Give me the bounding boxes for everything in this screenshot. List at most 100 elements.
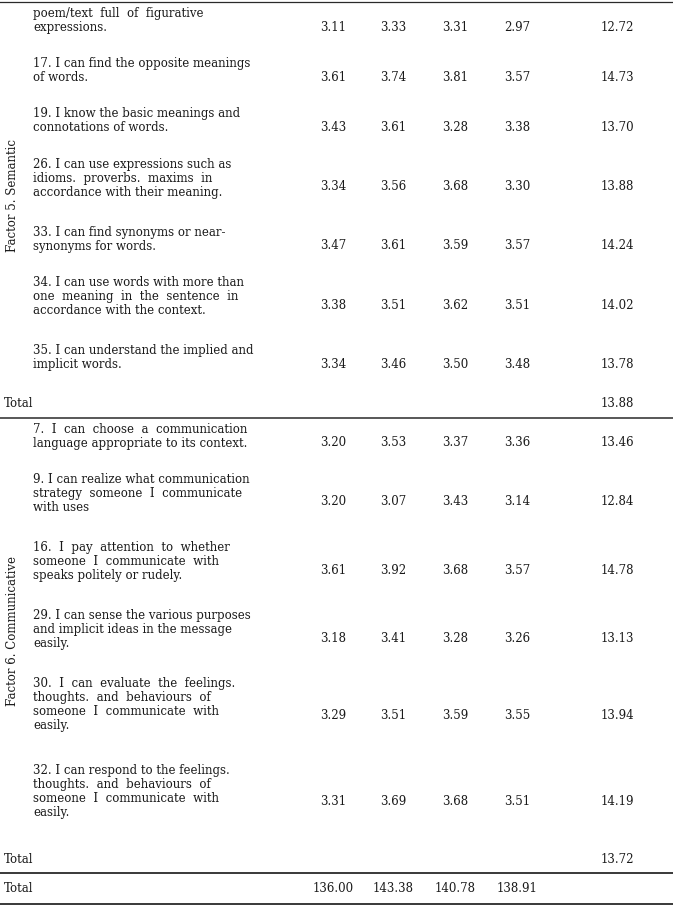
Text: 34. I can use words with more than: 34. I can use words with more than [33, 276, 244, 289]
Text: 3.62: 3.62 [442, 299, 468, 311]
Text: 3.57: 3.57 [504, 71, 530, 84]
Text: 32. I can respond to the feelings.: 32. I can respond to the feelings. [33, 764, 229, 776]
Text: expressions.: expressions. [33, 21, 107, 34]
Text: Total: Total [4, 853, 34, 865]
Text: 3.50: 3.50 [442, 358, 468, 370]
Text: 3.20: 3.20 [320, 436, 346, 449]
Text: someone  I  communicate  with: someone I communicate with [33, 706, 219, 718]
Text: 3.37: 3.37 [442, 436, 468, 449]
Text: 3.43: 3.43 [320, 121, 346, 134]
Text: of words.: of words. [33, 71, 88, 84]
Text: 3.29: 3.29 [320, 709, 346, 722]
Text: 143.38: 143.38 [372, 882, 413, 895]
Text: someone  I  communicate  with: someone I communicate with [33, 792, 219, 804]
Text: 3.38: 3.38 [504, 121, 530, 134]
Text: 3.59: 3.59 [442, 240, 468, 252]
Text: thoughts.  and  behaviours  of: thoughts. and behaviours of [33, 692, 211, 705]
Text: 3.61: 3.61 [380, 240, 406, 252]
Text: 30.  I  can  evaluate  the  feelings.: 30. I can evaluate the feelings. [33, 677, 236, 690]
Text: and implicit ideas in the message: and implicit ideas in the message [33, 623, 232, 637]
Text: 14.19: 14.19 [600, 795, 634, 808]
Text: 3.81: 3.81 [442, 71, 468, 84]
Text: 3.61: 3.61 [320, 564, 346, 577]
Text: 3.56: 3.56 [380, 180, 406, 193]
Text: 13.70: 13.70 [600, 121, 634, 134]
Text: 3.57: 3.57 [504, 564, 530, 577]
Text: 13.46: 13.46 [600, 436, 634, 449]
Text: connotations of words.: connotations of words. [33, 122, 168, 134]
Text: 3.18: 3.18 [320, 632, 346, 645]
Text: accordance with the context.: accordance with the context. [33, 304, 206, 317]
Text: 3.26: 3.26 [504, 632, 530, 645]
Text: 13.88: 13.88 [600, 180, 634, 193]
Text: 29. I can sense the various purposes: 29. I can sense the various purposes [33, 609, 251, 622]
Text: 3.57: 3.57 [504, 240, 530, 252]
Text: someone  I  communicate  with: someone I communicate with [33, 555, 219, 568]
Text: 12.72: 12.72 [600, 21, 634, 34]
Text: 3.51: 3.51 [380, 299, 406, 311]
Text: 35. I can understand the implied and: 35. I can understand the implied and [33, 344, 254, 357]
Text: 3.20: 3.20 [320, 496, 346, 508]
Text: 13.94: 13.94 [600, 709, 634, 722]
Text: 14.02: 14.02 [600, 299, 634, 311]
Text: one  meaning  in  the  sentence  in: one meaning in the sentence in [33, 290, 238, 303]
Text: Total: Total [4, 882, 34, 895]
Text: 26. I can use expressions such as: 26. I can use expressions such as [33, 158, 232, 171]
Text: 3.61: 3.61 [380, 121, 406, 134]
Text: 9. I can realize what communication: 9. I can realize what communication [33, 473, 250, 486]
Text: speaks politely or rudely.: speaks politely or rudely. [33, 569, 182, 582]
Text: 3.14: 3.14 [504, 496, 530, 508]
Text: 3.53: 3.53 [380, 436, 406, 449]
Text: 3.68: 3.68 [442, 180, 468, 193]
Text: 3.33: 3.33 [380, 21, 406, 34]
Text: 3.31: 3.31 [320, 795, 346, 808]
Text: 3.74: 3.74 [380, 71, 406, 84]
Text: 3.59: 3.59 [442, 709, 468, 722]
Text: 3.34: 3.34 [320, 358, 346, 370]
Text: 13.72: 13.72 [600, 853, 634, 865]
Text: strategy  someone  I  communicate: strategy someone I communicate [33, 487, 242, 499]
Text: implicit words.: implicit words. [33, 358, 122, 371]
Text: 3.30: 3.30 [504, 180, 530, 193]
Text: 138.91: 138.91 [497, 882, 538, 895]
Text: 2.97: 2.97 [504, 21, 530, 34]
Text: 3.68: 3.68 [442, 564, 468, 577]
Text: 3.47: 3.47 [320, 240, 346, 252]
Text: 3.11: 3.11 [320, 21, 346, 34]
Text: 3.43: 3.43 [442, 496, 468, 508]
Text: 140.78: 140.78 [435, 882, 476, 895]
Text: thoughts.  and  behaviours  of: thoughts. and behaviours of [33, 777, 211, 791]
Text: 3.07: 3.07 [380, 496, 406, 508]
Text: 33. I can find synonyms or near-: 33. I can find synonyms or near- [33, 226, 225, 239]
Text: synonyms for words.: synonyms for words. [33, 240, 156, 252]
Text: easily.: easily. [33, 719, 69, 733]
Text: 3.31: 3.31 [442, 21, 468, 34]
Text: 14.73: 14.73 [600, 71, 634, 84]
Text: 3.46: 3.46 [380, 358, 406, 370]
Text: 19. I know the basic meanings and: 19. I know the basic meanings and [33, 107, 240, 121]
Text: Factor 6. Communicative: Factor 6. Communicative [7, 557, 20, 706]
Text: 3.28: 3.28 [442, 632, 468, 645]
Text: 13.78: 13.78 [600, 358, 634, 370]
Text: Factor 5. Semantic: Factor 5. Semantic [7, 139, 20, 252]
Text: 3.34: 3.34 [320, 180, 346, 193]
Text: 3.69: 3.69 [380, 795, 406, 808]
Text: 14.78: 14.78 [600, 564, 634, 577]
Text: 3.61: 3.61 [320, 71, 346, 84]
Text: 136.00: 136.00 [312, 882, 353, 895]
Text: 3.28: 3.28 [442, 121, 468, 134]
Text: 7.  I  can  choose  a  communication: 7. I can choose a communication [33, 422, 248, 436]
Text: poem/text  full  of  figurative: poem/text full of figurative [33, 7, 203, 20]
Text: easily.: easily. [33, 637, 69, 650]
Text: 3.38: 3.38 [320, 299, 346, 311]
Text: 13.13: 13.13 [600, 632, 634, 645]
Text: 3.92: 3.92 [380, 564, 406, 577]
Text: 3.36: 3.36 [504, 436, 530, 449]
Text: 3.51: 3.51 [380, 709, 406, 722]
Text: 12.84: 12.84 [600, 496, 634, 508]
Text: with uses: with uses [33, 501, 89, 514]
Text: easily.: easily. [33, 805, 69, 819]
Text: 3.68: 3.68 [442, 795, 468, 808]
Text: 3.41: 3.41 [380, 632, 406, 645]
Text: 17. I can find the opposite meanings: 17. I can find the opposite meanings [33, 57, 250, 70]
